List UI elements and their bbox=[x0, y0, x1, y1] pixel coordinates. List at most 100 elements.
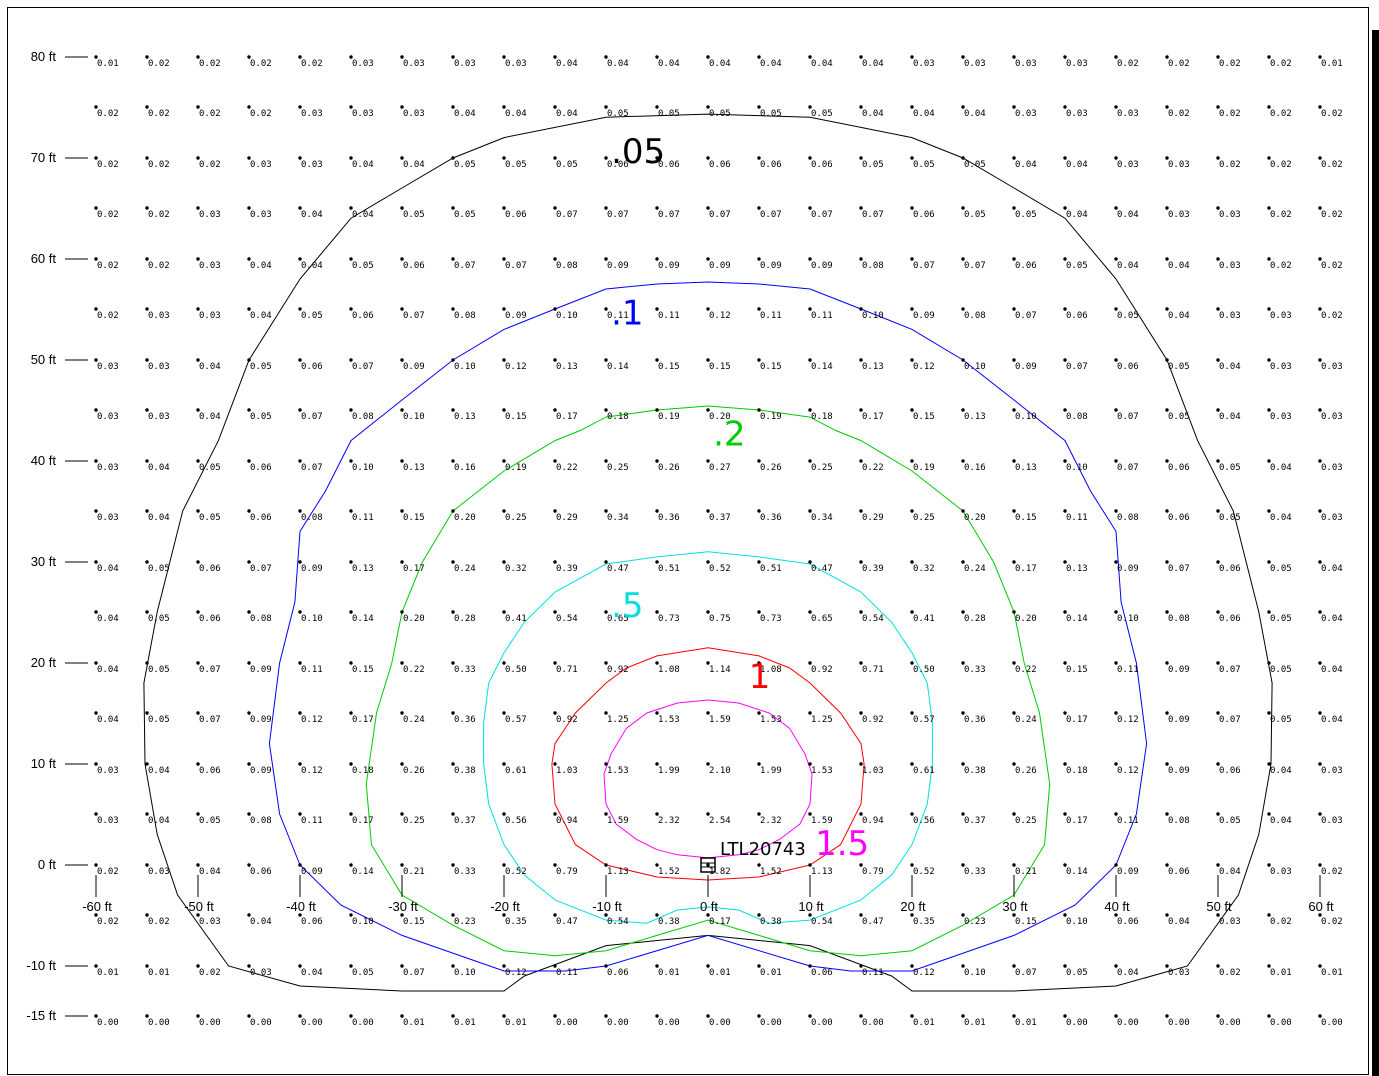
grid-point bbox=[808, 105, 812, 109]
grid-point bbox=[910, 509, 914, 513]
grid-point bbox=[1165, 105, 1169, 109]
grid-point bbox=[1063, 812, 1067, 816]
grid-value: 0.29 bbox=[556, 513, 578, 523]
grid-value: 0.12 bbox=[1117, 766, 1139, 776]
grid-point bbox=[1267, 358, 1271, 362]
grid-value: 0.03 bbox=[403, 109, 425, 119]
grid-value: 0.05 bbox=[1270, 564, 1292, 574]
grid-point bbox=[1165, 661, 1169, 665]
grid-point bbox=[298, 156, 302, 160]
grid-value: 0.75 bbox=[709, 614, 731, 624]
contour-label: .1 bbox=[611, 293, 643, 333]
grid-point bbox=[502, 408, 506, 412]
grid-point bbox=[400, 762, 404, 766]
grid-point bbox=[1012, 711, 1016, 715]
grid-point bbox=[145, 206, 149, 210]
grid-point bbox=[400, 1014, 404, 1018]
grid-value: 0.54 bbox=[556, 614, 578, 624]
grid-value: 0.01 bbox=[760, 968, 782, 978]
grid-value: 0.05 bbox=[964, 210, 986, 220]
grid-point bbox=[1114, 913, 1118, 917]
grid-value: 0.15 bbox=[913, 412, 935, 422]
grid-value: 0.36 bbox=[964, 715, 986, 725]
grid-value: 0.56 bbox=[913, 816, 935, 826]
grid-value: 0.07 bbox=[1015, 968, 1037, 978]
grid-value: 0.07 bbox=[760, 210, 782, 220]
grid-value: 0.07 bbox=[1219, 715, 1241, 725]
grid-value: 0.05 bbox=[862, 160, 884, 170]
grid-value: 0.17 bbox=[352, 715, 374, 725]
grid-point bbox=[1267, 408, 1271, 412]
y-axis-label: 50 ft bbox=[31, 352, 57, 367]
grid-point bbox=[706, 156, 710, 160]
grid-value: 0.07 bbox=[1117, 463, 1139, 473]
grid-value: 0.21 bbox=[403, 867, 425, 877]
grid-value: 0.03 bbox=[1270, 867, 1292, 877]
grid-value: 0.15 bbox=[403, 513, 425, 523]
grid-value: 0.13 bbox=[1066, 564, 1088, 574]
grid-point bbox=[502, 358, 506, 362]
window-edge-bar bbox=[1372, 30, 1379, 1076]
grid-point bbox=[451, 307, 455, 311]
grid-point bbox=[196, 762, 200, 766]
grid-value: 0.02 bbox=[1219, 109, 1241, 119]
y-axis-label: 40 ft bbox=[31, 453, 57, 468]
grid-value: 0.04 bbox=[148, 513, 170, 523]
grid-value: 0.09 bbox=[403, 362, 425, 372]
grid-value: 2.10 bbox=[709, 766, 731, 776]
grid-value: 0.17 bbox=[709, 917, 731, 927]
grid-value: 0.04 bbox=[556, 109, 578, 119]
grid-point bbox=[94, 206, 98, 210]
grid-point bbox=[247, 812, 251, 816]
grid-point bbox=[604, 206, 608, 210]
x-axis-label: 10 ft bbox=[798, 899, 824, 914]
grid-point bbox=[604, 863, 608, 867]
grid-value: 0.03 bbox=[97, 513, 119, 523]
grid-point bbox=[1216, 661, 1220, 665]
grid-value: 0.10 bbox=[301, 614, 323, 624]
grid-value: 0.06 bbox=[199, 766, 221, 776]
grid-point bbox=[247, 105, 251, 109]
x-axis-label: 30 ft bbox=[1002, 899, 1028, 914]
grid-point bbox=[553, 610, 557, 614]
grid-point bbox=[94, 408, 98, 412]
x-axis-label: -30 ft bbox=[388, 899, 418, 914]
grid-point bbox=[502, 1014, 506, 1018]
grid-point bbox=[706, 610, 710, 614]
grid-value: 0.25 bbox=[505, 513, 527, 523]
grid-value: 1.53 bbox=[607, 766, 629, 776]
grid-value: 0.03 bbox=[199, 261, 221, 271]
contour-line-p05 bbox=[143, 113, 1273, 992]
grid-point bbox=[1114, 459, 1118, 463]
grid-value: 0.05 bbox=[148, 715, 170, 725]
grid-point bbox=[1063, 509, 1067, 513]
grid-value: 0.35 bbox=[505, 917, 527, 927]
grid-point bbox=[145, 863, 149, 867]
grid-value: 0.79 bbox=[556, 867, 578, 877]
grid-point bbox=[604, 307, 608, 311]
grid-value: 0.04 bbox=[505, 109, 527, 119]
grid-value: 0.05 bbox=[1066, 261, 1088, 271]
grid-point bbox=[808, 1014, 812, 1018]
grid-point bbox=[808, 762, 812, 766]
grid-point bbox=[196, 156, 200, 160]
grid-point bbox=[808, 913, 812, 917]
grid-value: 2.32 bbox=[658, 816, 680, 826]
y-axis-label: 60 ft bbox=[31, 251, 57, 266]
grid-value: 0.25 bbox=[607, 463, 629, 473]
grid-value: 0.07 bbox=[964, 261, 986, 271]
grid-point bbox=[196, 1014, 200, 1018]
grid-point bbox=[655, 459, 659, 463]
grid-point bbox=[1063, 156, 1067, 160]
grid-value: 0.32 bbox=[913, 564, 935, 574]
grid-value: 0.23 bbox=[454, 917, 476, 927]
grid-point bbox=[1063, 206, 1067, 210]
grid-value: 0.04 bbox=[1321, 614, 1343, 624]
grid-value: 0.03 bbox=[199, 311, 221, 321]
grid-value: 0.00 bbox=[862, 1018, 884, 1028]
grid-point bbox=[400, 509, 404, 513]
grid-point bbox=[1012, 1014, 1016, 1018]
grid-value: 0.07 bbox=[301, 412, 323, 422]
grid-point bbox=[961, 762, 965, 766]
grid-point bbox=[553, 257, 557, 261]
